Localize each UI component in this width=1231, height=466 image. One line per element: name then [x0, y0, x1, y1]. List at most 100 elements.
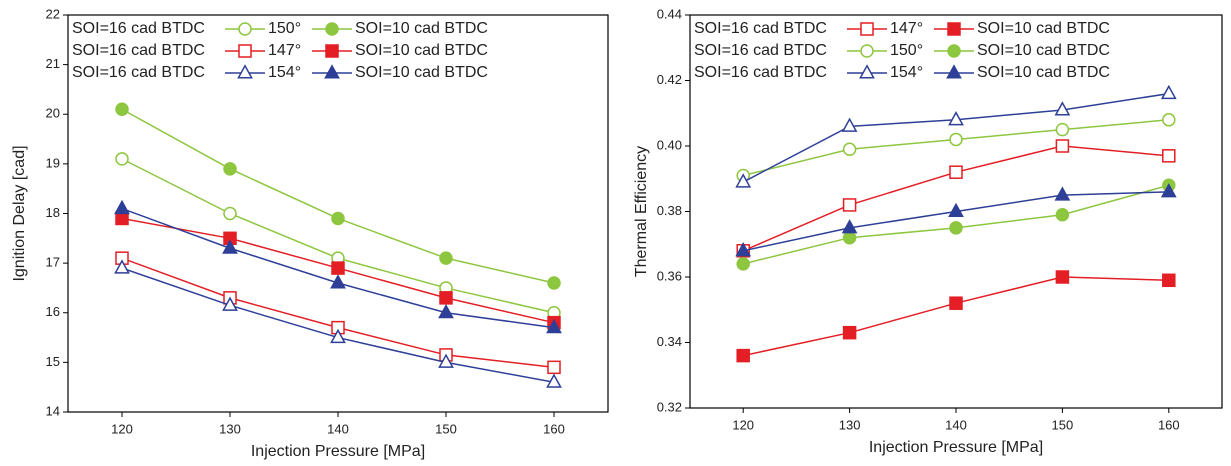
- point: [439, 251, 453, 265]
- point: [115, 211, 129, 226]
- legend-label: SOI=10 cad BTDC: [355, 20, 488, 37]
- y-tick-label: 0.32: [657, 399, 682, 414]
- legend-group: 147°: [890, 20, 923, 37]
- point: [115, 102, 129, 117]
- x-tick-label: 130: [839, 417, 861, 432]
- y-tick-label: 21: [46, 56, 60, 71]
- x-axis-label: Injection Pressure [MPa]: [251, 443, 425, 460]
- point: [114, 199, 130, 215]
- point: [1055, 208, 1070, 222]
- x-tick-label: 120: [111, 421, 133, 436]
- y-tick-label: 17: [46, 255, 60, 270]
- point: [331, 261, 345, 275]
- point: [1054, 186, 1071, 201]
- point: [115, 152, 129, 166]
- point: [841, 219, 858, 234]
- point: [842, 142, 857, 157]
- point: [842, 230, 857, 245]
- legend-group: 154°: [890, 64, 923, 81]
- legend-label: SOI=16 cad BTDC: [72, 42, 205, 59]
- legend-marker: [860, 22, 874, 36]
- point: [330, 328, 346, 344]
- legend-group: 150°: [890, 42, 923, 59]
- series-line: [742, 145, 1169, 252]
- point: [1055, 139, 1070, 153]
- point: [736, 348, 750, 363]
- legend-label: SOI=16 cad BTDC: [694, 64, 827, 81]
- point: [735, 242, 752, 257]
- legend-label: SOI=10 cad BTDC: [977, 20, 1110, 37]
- point: [547, 276, 561, 290]
- y-axis-label: Thermal Efficiency: [633, 146, 650, 277]
- legend-marker: [238, 44, 252, 58]
- series-line: [743, 276, 1169, 357]
- point: [1160, 84, 1177, 100]
- x-axis-label: Injection Pressure [MPa]: [869, 439, 1043, 456]
- point: [1162, 113, 1176, 127]
- legend-marker: [325, 44, 339, 58]
- x-tick-label: 160: [543, 421, 565, 436]
- point: [949, 221, 963, 235]
- point: [439, 291, 453, 305]
- legend-marker: [947, 44, 961, 58]
- point: [330, 274, 346, 289]
- legend-marker: [860, 44, 874, 58]
- point: [1162, 273, 1176, 288]
- legend-marker: [237, 64, 253, 79]
- x-tick-label: 140: [327, 421, 349, 436]
- y-tick-label: 14: [46, 403, 60, 418]
- point: [1162, 149, 1176, 163]
- legend-marker: [859, 64, 875, 79]
- point: [1160, 183, 1177, 198]
- point: [736, 257, 750, 271]
- y-tick-label: 0.42: [657, 72, 682, 87]
- point: [949, 132, 963, 147]
- legend-marker: [325, 22, 339, 36]
- y-tick-label: 0.36: [657, 268, 682, 283]
- y-tick-label: 0.40: [657, 137, 682, 152]
- legend-group: 154°: [268, 64, 301, 81]
- legend-label: SOI=10 cad BTDC: [977, 42, 1110, 59]
- point: [114, 259, 130, 274]
- x-tick-label: 140: [945, 417, 967, 432]
- y-tick-label: 16: [46, 304, 60, 319]
- y-tick-label: 20: [46, 106, 60, 121]
- legend-marker: [946, 64, 962, 79]
- y-tick-label: 22: [46, 6, 60, 21]
- legend-label: SOI=16 cad BTDC: [72, 64, 205, 81]
- point: [948, 111, 964, 126]
- y-tick-label: 15: [46, 354, 60, 369]
- point: [949, 296, 963, 310]
- point: [223, 206, 237, 221]
- y-tick-label: 19: [46, 155, 60, 170]
- legend-label: SOI=10 cad BTDC: [977, 64, 1110, 81]
- point: [223, 162, 237, 176]
- x-tick-label: 150: [1052, 417, 1074, 432]
- point: [842, 325, 857, 340]
- y-tick-label: 0.38: [657, 203, 682, 218]
- legend-label: SOI=10 cad BTDC: [355, 42, 488, 59]
- point: [949, 165, 963, 179]
- point: [438, 353, 454, 368]
- point: [735, 173, 752, 188]
- x-tick-label: 120: [732, 417, 754, 432]
- y-tick-label: 0.44: [657, 6, 682, 21]
- point: [222, 296, 238, 311]
- legend-label: SOI=10 cad BTDC: [355, 64, 488, 81]
- legend-label: SOI=16 cad BTDC: [694, 42, 827, 59]
- y-tick-label: 18: [46, 205, 60, 220]
- legend-marker: [238, 22, 252, 36]
- legend-label: SOI=16 cad BTDC: [694, 20, 827, 37]
- point: [331, 211, 345, 226]
- x-tick-label: 150: [435, 421, 457, 436]
- point: [1055, 270, 1070, 284]
- point: [547, 360, 561, 375]
- legend-marker: [324, 64, 340, 79]
- y-tick-label: 0.34: [657, 334, 682, 349]
- point: [222, 239, 238, 254]
- legend-label: SOI=16 cad BTDC: [72, 20, 205, 37]
- point: [842, 198, 857, 212]
- point: [438, 303, 454, 319]
